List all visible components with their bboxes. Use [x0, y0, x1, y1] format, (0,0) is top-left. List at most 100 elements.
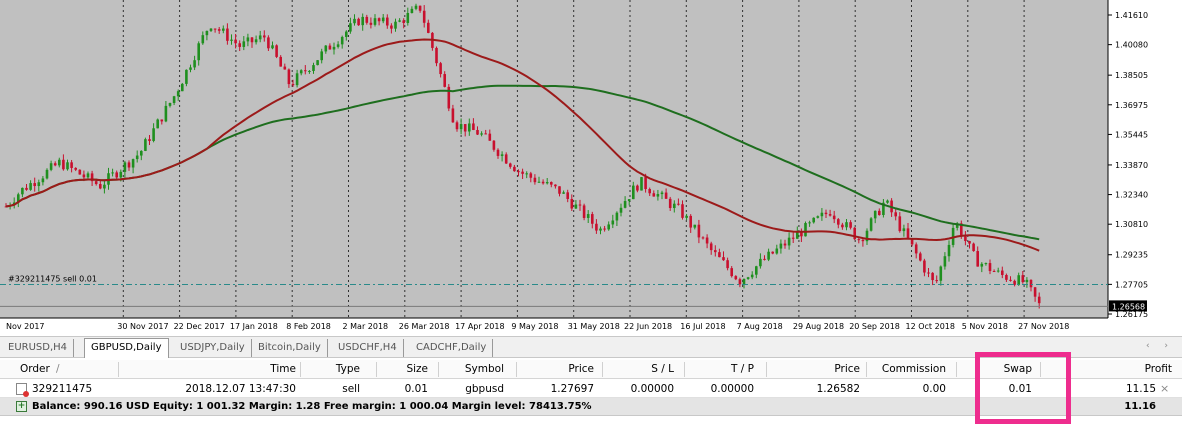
col-sl[interactable]: S / L: [651, 363, 674, 375]
column-separator[interactable]: [766, 362, 767, 377]
candle-body: [960, 223, 963, 237]
candle-body: [611, 220, 615, 225]
table-row[interactable]: 329211475 2018.12.07 13:47:30 sell 0.01 …: [0, 380, 1182, 398]
candle-body: [328, 45, 332, 50]
tab-gbpusd-daily[interactable]: GBPUSD,Daily: [84, 338, 169, 358]
column-separator[interactable]: [376, 362, 377, 377]
price-tick-label: 1.41610: [1115, 11, 1148, 20]
candle-body: [160, 119, 164, 122]
col-time[interactable]: Time: [270, 363, 296, 375]
candle-body: [140, 150, 143, 156]
candle-body: [226, 28, 229, 41]
candle-body: [25, 187, 28, 190]
candle-body: [345, 31, 348, 37]
candle-body: [976, 251, 979, 267]
col-commission[interactable]: Commission: [881, 363, 946, 375]
candle-body: [910, 238, 914, 245]
candle-body: [718, 252, 721, 258]
candle-body: [119, 171, 123, 178]
tab-usdjpy-daily[interactable]: USDJPY,Daily: [174, 339, 252, 357]
candle-body: [62, 159, 65, 170]
candle-body: [968, 241, 971, 244]
time-tick-label: 9 May 2018: [511, 322, 558, 331]
time-tick-label: 16 Jul 2018: [680, 322, 725, 331]
candlestick-chart[interactable]: #329211475 sell 0.01 1.41610 1.40080 1.385…: [0, 0, 1182, 336]
candle-body: [316, 60, 319, 66]
candle-body: [21, 187, 24, 195]
column-separator[interactable]: [438, 362, 439, 377]
ma-fast-line: [5, 38, 1040, 252]
candle-body: [545, 182, 549, 184]
candle-body: [894, 212, 897, 217]
candle-body: [668, 198, 672, 209]
candle-body: [775, 248, 779, 254]
candle-body: [148, 139, 151, 141]
candle-body: [685, 215, 688, 218]
column-separator[interactable]: [516, 362, 517, 377]
col-size[interactable]: Size: [406, 363, 428, 375]
candle-body: [484, 133, 487, 135]
candle-body: [201, 35, 205, 44]
price-tick-label: 1.29235: [1115, 251, 1148, 260]
candle-body: [800, 232, 803, 237]
col-tp[interactable]: T / P: [731, 363, 754, 375]
column-separator[interactable]: [118, 362, 119, 377]
time-tick-label: 17 Apr 2018: [455, 322, 504, 331]
candle-body: [189, 67, 192, 70]
col-current-price[interactable]: Price: [834, 363, 860, 375]
total-profit: 11.16: [1124, 401, 1156, 412]
candle-body: [111, 172, 114, 174]
close-order-icon[interactable]: ×: [1160, 382, 1170, 395]
col-price[interactable]: Price: [568, 363, 594, 375]
candle-body: [435, 47, 438, 64]
candle-body: [66, 162, 69, 170]
candle-body: [488, 133, 492, 141]
tab-eurusd-h4[interactable]: EURUSD,H4: [2, 339, 75, 357]
column-separator[interactable]: [956, 362, 957, 377]
column-separator[interactable]: [300, 362, 301, 377]
col-order[interactable]: Order: [20, 363, 50, 375]
price-chart[interactable]: #329211475 sell 0.01 1.41610 1.40080 1.385…: [0, 0, 1182, 336]
time-tick-label: Nov 2017: [6, 322, 45, 331]
col-type[interactable]: Type: [335, 363, 360, 375]
column-separator[interactable]: [866, 362, 867, 377]
time-tick-label: 27 Nov 2018: [1018, 322, 1069, 331]
candle-body: [566, 192, 569, 199]
candle-body: [787, 237, 791, 246]
column-separator[interactable]: [684, 362, 685, 377]
order-line-label: #329211475 sell 0.01: [8, 275, 97, 284]
candle-body: [1017, 275, 1020, 285]
candle-body: [213, 28, 217, 30]
tab-usdchf-h4[interactable]: USDCHF,H4: [332, 339, 404, 357]
col-profit[interactable]: Profit: [1144, 363, 1172, 375]
candle-body: [902, 228, 906, 232]
candle-body: [627, 199, 631, 202]
candle-body: [964, 236, 967, 242]
order-profit: 11.15: [1125, 383, 1156, 395]
current-price-box: [1109, 300, 1147, 312]
column-separator[interactable]: [1040, 362, 1041, 377]
tab-cadchf-daily[interactable]: CADCHF,Daily: [410, 339, 494, 357]
current-price-label: 1.26568: [1112, 302, 1145, 311]
candle-body: [664, 192, 668, 199]
candle-body: [832, 215, 836, 220]
candle-body: [164, 105, 168, 122]
candle-body: [115, 172, 118, 178]
candle-body: [742, 278, 746, 285]
column-separator[interactable]: [602, 362, 603, 377]
current-price-marker: 1.26568: [0, 300, 1147, 312]
candle-body: [127, 162, 131, 168]
order-take-profit: 0.00000: [710, 383, 754, 395]
tabs-scroll-arrows[interactable]: ‹ ›: [1145, 341, 1174, 351]
col-symbol[interactable]: Symbol: [464, 363, 504, 375]
candle-body: [254, 39, 258, 43]
time-tick-label: 31 May 2018: [568, 322, 620, 331]
candle-body: [677, 203, 680, 205]
candle-body: [714, 250, 717, 253]
candle-body: [939, 266, 943, 281]
price-tick-label: 1.33870: [1115, 161, 1148, 170]
candle-body: [689, 215, 692, 228]
col-swap[interactable]: Swap: [1003, 363, 1032, 375]
candle-body: [279, 56, 282, 67]
tab-bitcoin-daily[interactable]: Bitcoin,Daily: [252, 339, 328, 357]
